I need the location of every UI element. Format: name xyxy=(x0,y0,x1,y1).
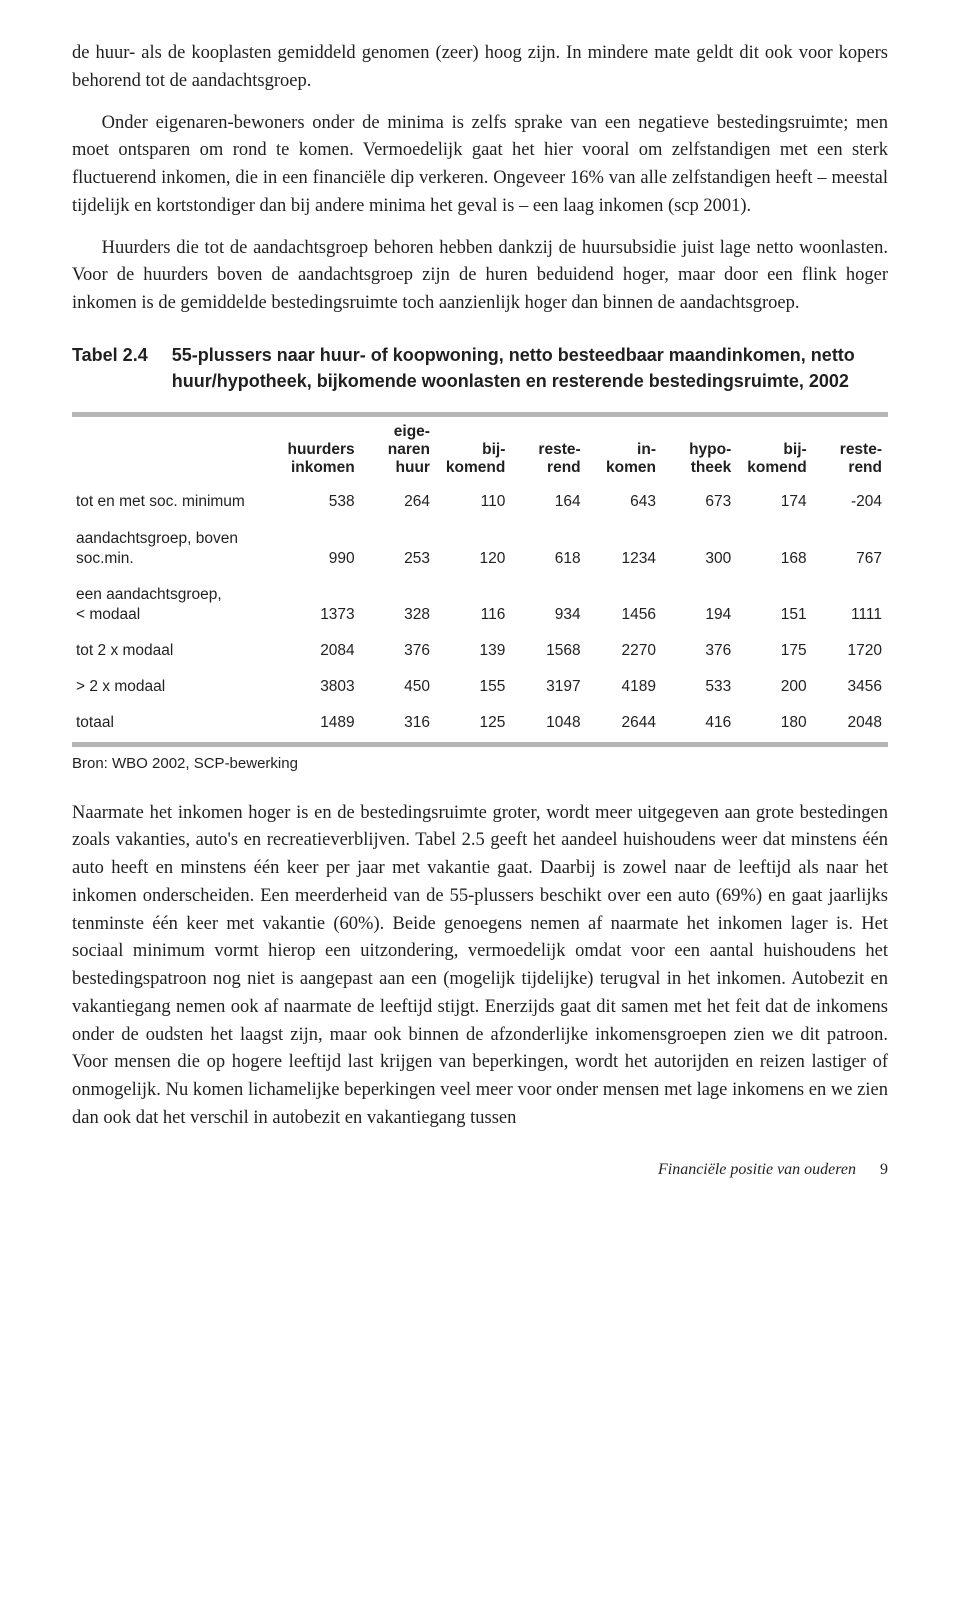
table-row: aandachtsgroep, bovensoc.min.99025312061… xyxy=(72,521,888,577)
col-header: reste- rend xyxy=(813,417,888,484)
footer-title: Financiële positie van ouderen xyxy=(658,1161,880,1179)
cell: 300 xyxy=(662,521,737,577)
cell: 194 xyxy=(662,577,737,633)
cell: 175 xyxy=(737,633,812,669)
table-label: Tabel 2.4 xyxy=(72,342,172,368)
table-row: tot 2 x modaal20843761391568227037617517… xyxy=(72,633,888,669)
cell: 116 xyxy=(436,577,511,633)
cell: 416 xyxy=(662,705,737,741)
page: de huur- als de kooplasten gemiddeld gen… xyxy=(0,0,960,1211)
cell: 376 xyxy=(361,633,436,669)
cell: -204 xyxy=(813,484,888,520)
cell: 673 xyxy=(662,484,737,520)
cell: 934 xyxy=(511,577,586,633)
cell: 767 xyxy=(813,521,888,577)
cell: 2084 xyxy=(283,633,360,669)
table-title: 55-plussers naar huur- of koopwoning, ne… xyxy=(172,342,888,394)
cell: 110 xyxy=(436,484,511,520)
table-bottom-rule xyxy=(72,742,888,747)
row-label: tot 2 x modaal xyxy=(72,633,283,669)
row-label: tot en met soc. minimum xyxy=(72,484,283,520)
table-source: Bron: WBO 2002, SCP-bewerking xyxy=(72,755,888,772)
cell: 3803 xyxy=(283,669,360,705)
cell: 2644 xyxy=(587,705,662,741)
table-row: > 2 x modaal3803450155319741895332003456 xyxy=(72,669,888,705)
cell: 643 xyxy=(587,484,662,520)
cell: 3197 xyxy=(511,669,586,705)
row-label: > 2 x modaal xyxy=(72,669,283,705)
paragraph-1: de huur- als de kooplasten gemiddeld gen… xyxy=(72,40,888,96)
col-header-rowlabel xyxy=(72,417,283,484)
table-body: tot en met soc. minimum53826411016464367… xyxy=(72,484,888,741)
table-wrap: huurders inkomen eige- naren huur bij- k… xyxy=(72,412,888,747)
cell: 155 xyxy=(436,669,511,705)
footer-page-number: 9 xyxy=(880,1161,888,1179)
paragraph-3: Huurders die tot de aandachtsgroep behor… xyxy=(72,235,888,318)
col-header: bij- komend xyxy=(737,417,812,484)
table-row: een aandachtsgroep,< modaal1373328116934… xyxy=(72,577,888,633)
cell: 538 xyxy=(283,484,360,520)
cell: 450 xyxy=(361,669,436,705)
col-header: in- komen xyxy=(587,417,662,484)
cell: 151 xyxy=(737,577,812,633)
paragraph-2: Onder eigenaren-bewoners onder de minima… xyxy=(72,110,888,221)
cell: 376 xyxy=(662,633,737,669)
cell: 533 xyxy=(662,669,737,705)
col-header: reste- rend xyxy=(511,417,586,484)
row-label: een aandachtsgroep,< modaal xyxy=(72,577,283,633)
cell: 1111 xyxy=(813,577,888,633)
col-header: eige- naren huur xyxy=(361,417,436,484)
cell: 264 xyxy=(361,484,436,520)
cell: 2048 xyxy=(813,705,888,741)
col-header: hypo- theek xyxy=(662,417,737,484)
table-row: totaal1489316125104826444161802048 xyxy=(72,705,888,741)
table-row: tot en met soc. minimum53826411016464367… xyxy=(72,484,888,520)
page-footer: Financiële positie van ouderen 9 xyxy=(72,1161,888,1179)
paragraph-4: Naarmate het inkomen hoger is en de best… xyxy=(72,800,888,1133)
table-heading: Tabel 2.4 55-plussers naar huur- of koop… xyxy=(72,342,888,394)
data-table: huurders inkomen eige- naren huur bij- k… xyxy=(72,417,888,742)
cell: 139 xyxy=(436,633,511,669)
cell: 1489 xyxy=(283,705,360,741)
cell: 168 xyxy=(737,521,812,577)
cell: 174 xyxy=(737,484,812,520)
cell: 164 xyxy=(511,484,586,520)
table-header-row: huurders inkomen eige- naren huur bij- k… xyxy=(72,417,888,484)
cell: 990 xyxy=(283,521,360,577)
col-header: bij- komend xyxy=(436,417,511,484)
cell: 1234 xyxy=(587,521,662,577)
cell: 180 xyxy=(737,705,812,741)
cell: 1456 xyxy=(587,577,662,633)
cell: 3456 xyxy=(813,669,888,705)
cell: 1048 xyxy=(511,705,586,741)
cell: 328 xyxy=(361,577,436,633)
cell: 253 xyxy=(361,521,436,577)
cell: 125 xyxy=(436,705,511,741)
cell: 4189 xyxy=(587,669,662,705)
cell: 1373 xyxy=(283,577,360,633)
col-header: huurders inkomen xyxy=(283,417,360,484)
cell: 120 xyxy=(436,521,511,577)
cell: 1568 xyxy=(511,633,586,669)
row-label: totaal xyxy=(72,705,283,741)
cell: 1720 xyxy=(813,633,888,669)
cell: 2270 xyxy=(587,633,662,669)
cell: 316 xyxy=(361,705,436,741)
cell: 618 xyxy=(511,521,586,577)
row-label: aandachtsgroep, bovensoc.min. xyxy=(72,521,283,577)
cell: 200 xyxy=(737,669,812,705)
